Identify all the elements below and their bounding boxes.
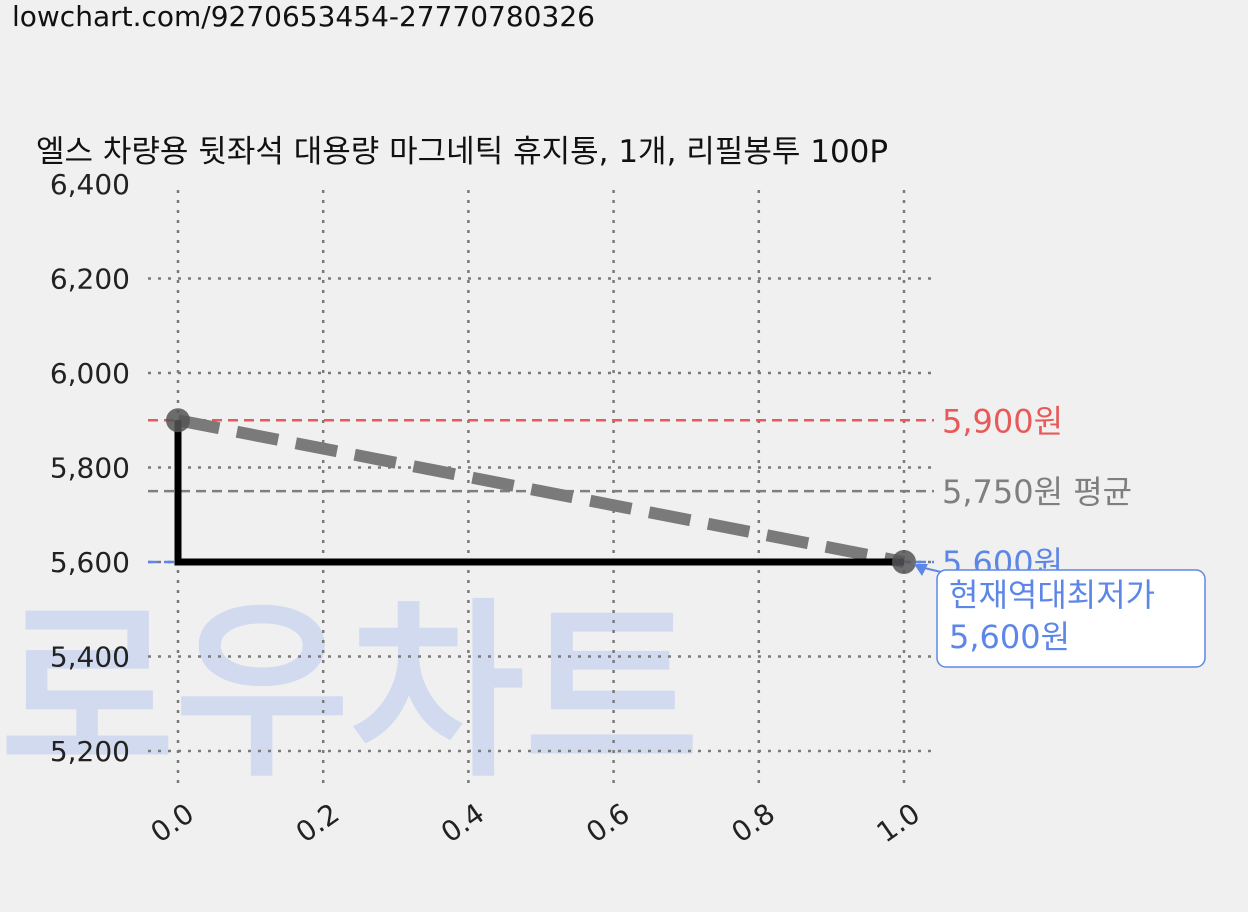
watermark: 로우차트 xyxy=(0,582,699,803)
price-point-0 xyxy=(166,408,190,433)
x-tick-label-0: 0.0 xyxy=(145,797,200,850)
series xyxy=(166,408,916,574)
y-tick-label-2: 5,600 xyxy=(50,546,130,579)
x-tick-label-2: 0.4 xyxy=(435,797,490,850)
price-line xyxy=(174,420,904,566)
annotation-text-0: 현재역대최저가 xyxy=(949,576,1155,614)
x-axis-ticks: 0.0 0.2 0.4 0.6 0.8 1.0 xyxy=(145,797,926,850)
y-tick-label-1: 5,400 xyxy=(50,641,130,674)
x-tick-label-5: 1.0 xyxy=(871,797,926,850)
x-tick-label-4: 0.8 xyxy=(725,797,780,850)
x-tick-label-3: 0.6 xyxy=(580,797,635,850)
y-tick-label-3: 5,800 xyxy=(50,452,130,485)
trend-line xyxy=(176,414,906,568)
annotation-box xyxy=(936,569,1206,668)
y-axis-ticks: 5,200 5,400 5,600 5,800 6,000 6,200 6,400 xyxy=(50,168,130,768)
url-text: lowchart.com/9270653454-27770780326 xyxy=(12,0,595,33)
annotation: 현재역대최저가 5,600원 xyxy=(914,564,1206,668)
ref-label-max: 5,900원 xyxy=(942,402,1063,440)
ref-label-avg: 5,750원 평균 xyxy=(942,473,1132,511)
x-tick-label-1: 0.2 xyxy=(290,797,345,850)
chart-title: 엘스 차량용 뒷좌석 대용량 마그네틱 휴지통, 1개, 리필봉투 100P xyxy=(36,134,888,170)
y-tick-label-6: 6,400 xyxy=(50,168,130,201)
y-tick-label-5: 6,200 xyxy=(50,263,130,296)
y-tick-label-4: 6,000 xyxy=(50,357,130,390)
price-point-1 xyxy=(892,550,916,574)
y-tick-label-0: 5,200 xyxy=(50,735,130,768)
annotation-arrow-head xyxy=(914,564,928,576)
annotation-text-1: 5,600원 xyxy=(949,618,1070,656)
